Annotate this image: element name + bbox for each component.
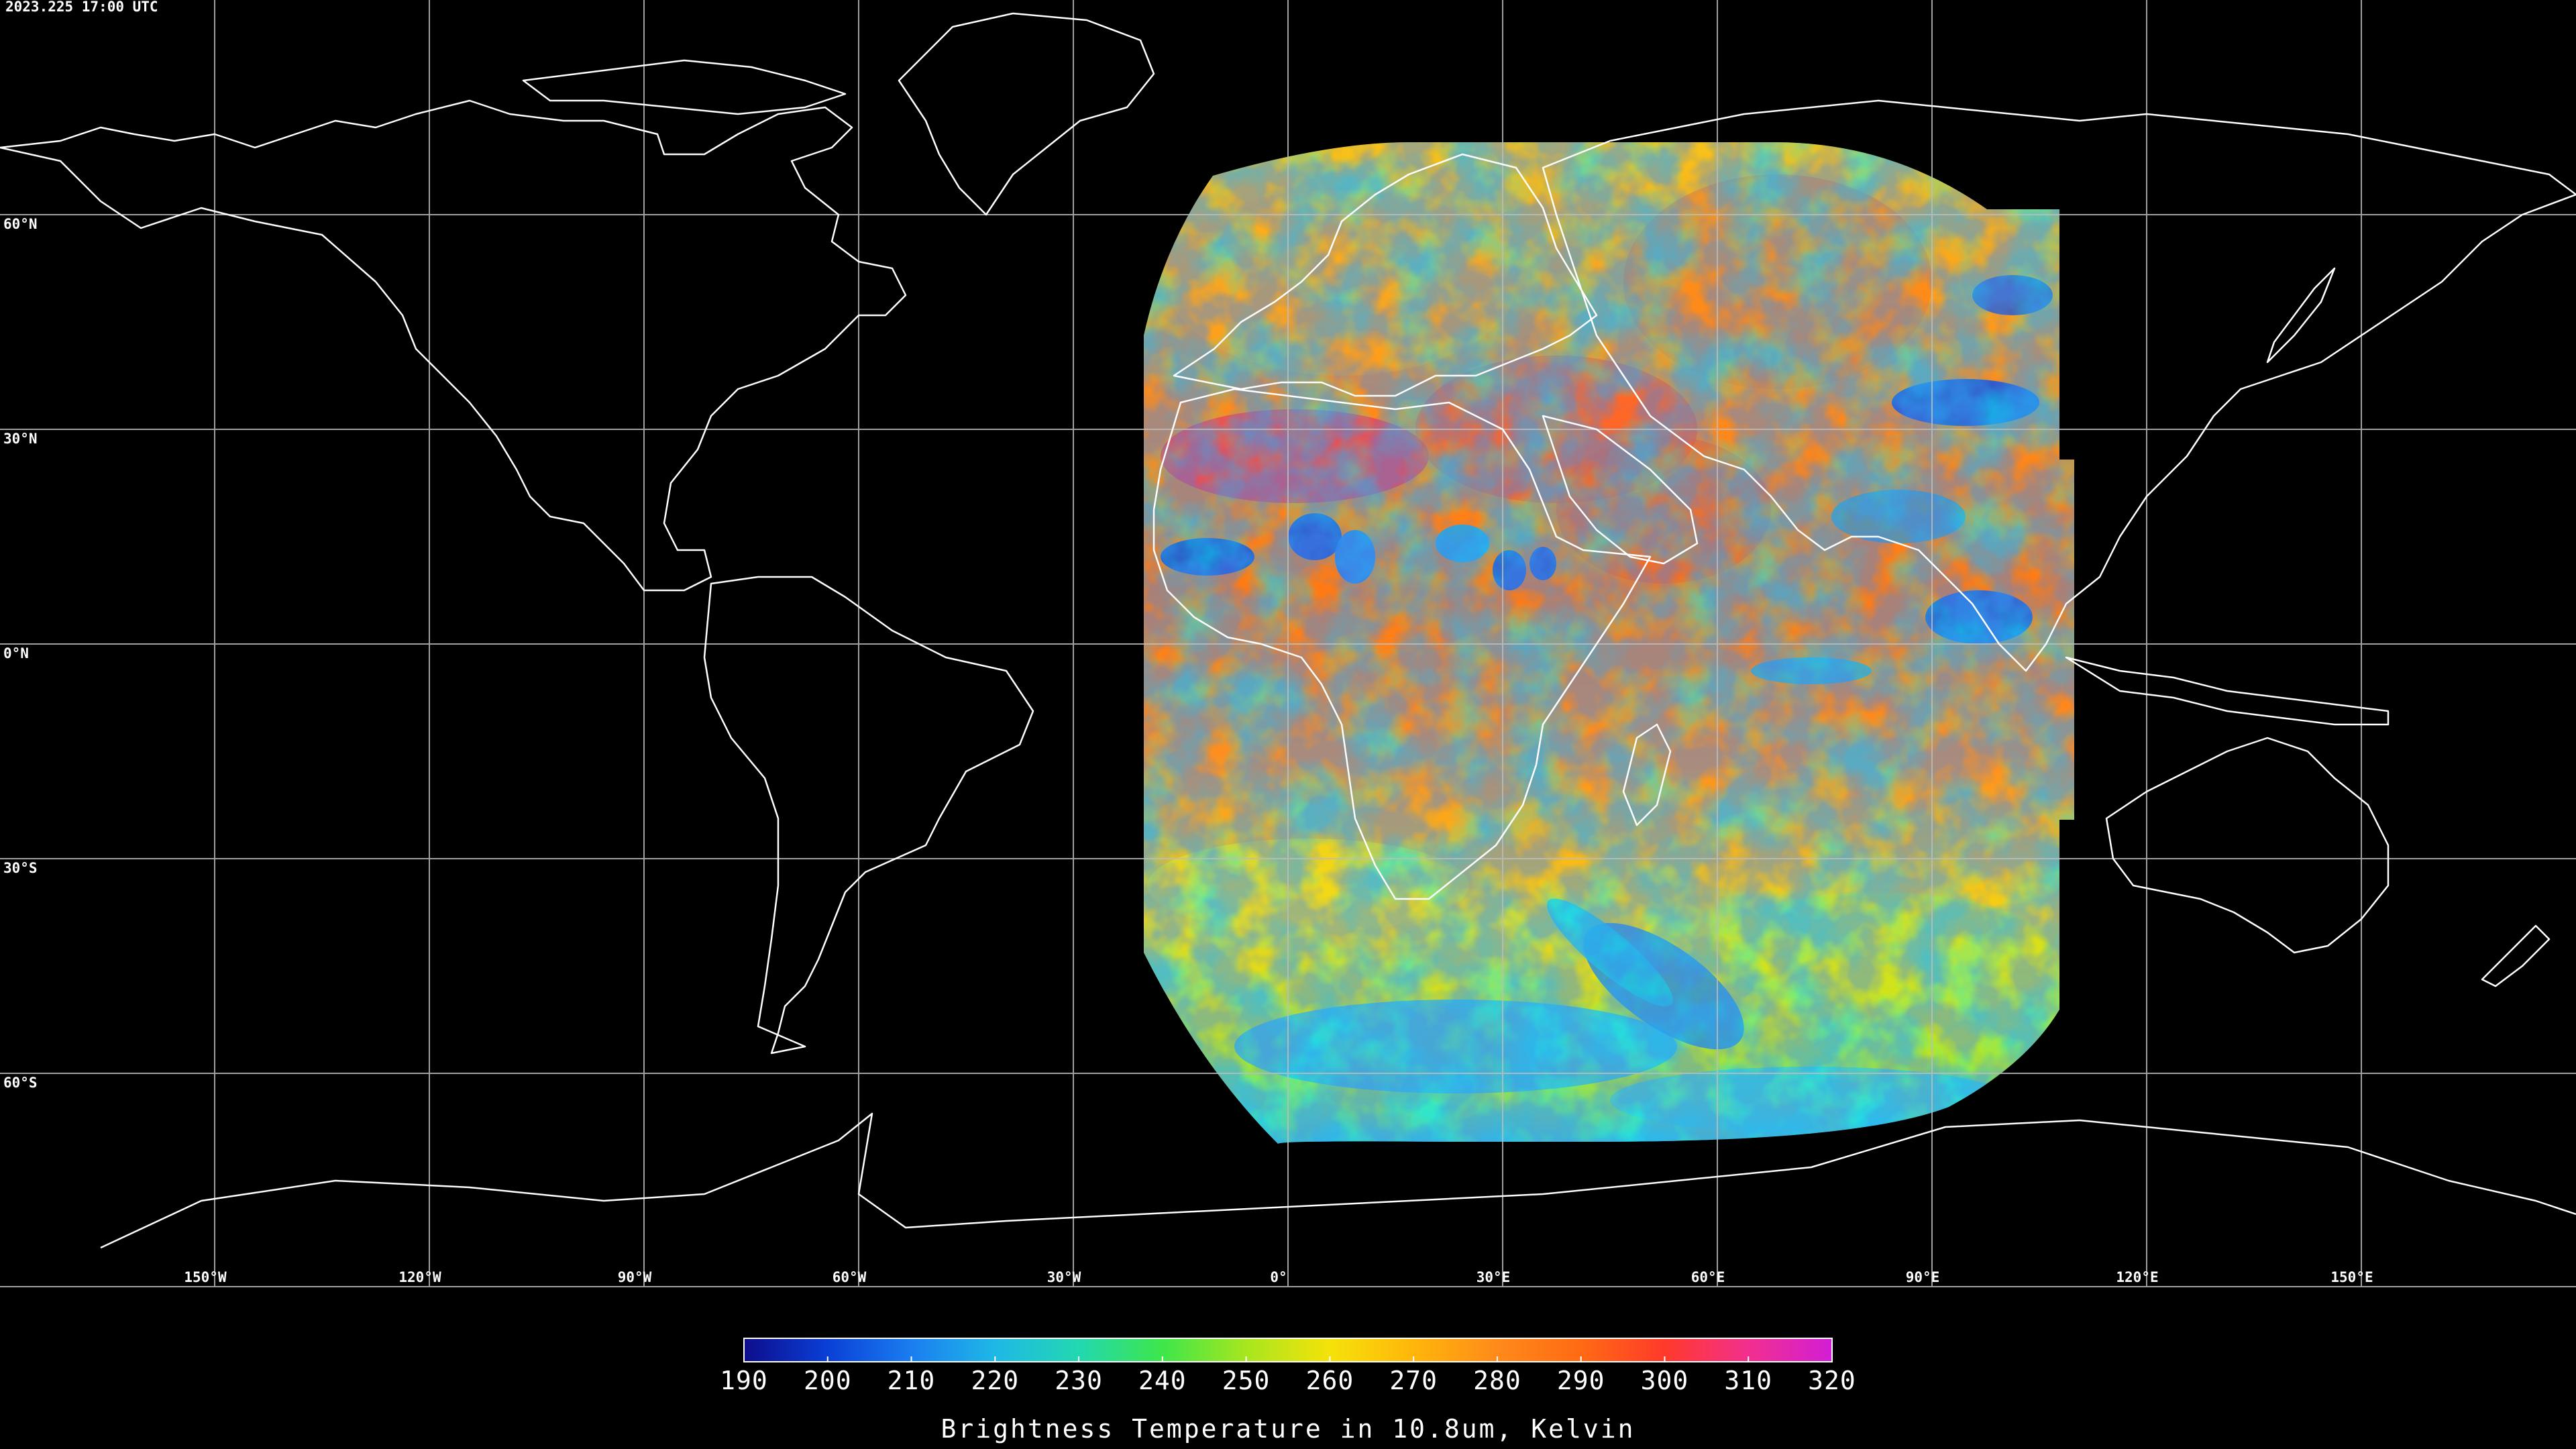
colorbar-tick-label: 200 [803,1366,852,1395]
longitude-label: 60°W [833,1269,867,1285]
colorbar-tick-labels: 190 200 210 220 230 240 250 260 270 280 … [720,1366,1856,1406]
latitude-labels: 60°N 30°N 0°N 30°S 60°S [3,216,38,1091]
colorbar-tick-label: 210 [887,1366,936,1395]
colorbar-tick-label: 260 [1305,1366,1354,1395]
graticule [0,0,2576,1287]
colorbar-tick-label: 230 [1055,1366,1103,1395]
colorbar [743,1338,1833,1362]
timestamp: 2023.225 17:00 UTC [5,0,158,15]
coastline-antarctica [100,1112,2576,1249]
colorbar-tick-label: 280 [1473,1366,1521,1395]
longitude-label: 150°E [2330,1269,2373,1285]
latitude-label: 0°N [3,645,29,661]
longitude-label: 120°W [398,1269,441,1285]
colorbar-gradient [743,1338,1833,1362]
colorbar-title: Brightness Temperature in 10.8um, Kelvin [941,1414,1635,1444]
colorbar-tick-label: 240 [1138,1366,1187,1395]
latitude-label: 30°N [3,431,38,447]
longitude-label: 90°W [618,1269,652,1285]
coastline-asia [1542,99,2576,672]
coastline-europe [1173,153,1598,397]
coastline-new-zealand [2481,924,2551,987]
latitude-label: 30°S [3,860,38,876]
coastline-arabia [1542,415,1699,565]
longitude-label: 150°W [184,1269,227,1285]
latitude-label: 60°S [3,1075,38,1091]
coastline-africa [1152,388,1652,900]
longitude-label: 30°W [1047,1269,1081,1285]
coastline-indonesia [2065,656,2390,726]
coastlines [0,12,2576,1249]
colorbar-tick-label: 300 [1640,1366,1689,1395]
colorbar-tick-label: 320 [1808,1366,1856,1395]
coastline-north-america [0,99,907,592]
colorbar-tickmarks [743,1356,1833,1362]
colorbar-tick-label: 310 [1724,1366,1772,1395]
colorbar-tick-label: 190 [720,1366,768,1395]
coastline-arctic-islands [522,59,847,115]
longitude-label: 90°E [1906,1269,1940,1285]
coastline-madagascar [1622,723,1672,826]
longitude-label: 120°E [2116,1269,2158,1285]
longitude-labels: 150°W 120°W 90°W 60°W 30°W 0° 30°E 60°E … [184,1269,2373,1285]
coastline-japan [2266,267,2336,364]
colorbar-tick-label: 250 [1222,1366,1271,1395]
satellite-imagery [1144,142,2074,1144]
coastline-south-america [703,576,1034,1055]
latitude-label: 60°N [3,216,38,232]
longitude-label: 30°E [1477,1269,1511,1285]
longitude-label: 0° [1270,1269,1287,1285]
colorbar-tick-label: 220 [971,1366,1020,1395]
colorbar-tick-label: 270 [1389,1366,1438,1395]
colorbar-tick-label: 290 [1556,1366,1605,1395]
longitude-label: 60°E [1691,1269,1725,1285]
coastline-australia [2105,737,2390,954]
coastline-greenland [898,12,1155,216]
